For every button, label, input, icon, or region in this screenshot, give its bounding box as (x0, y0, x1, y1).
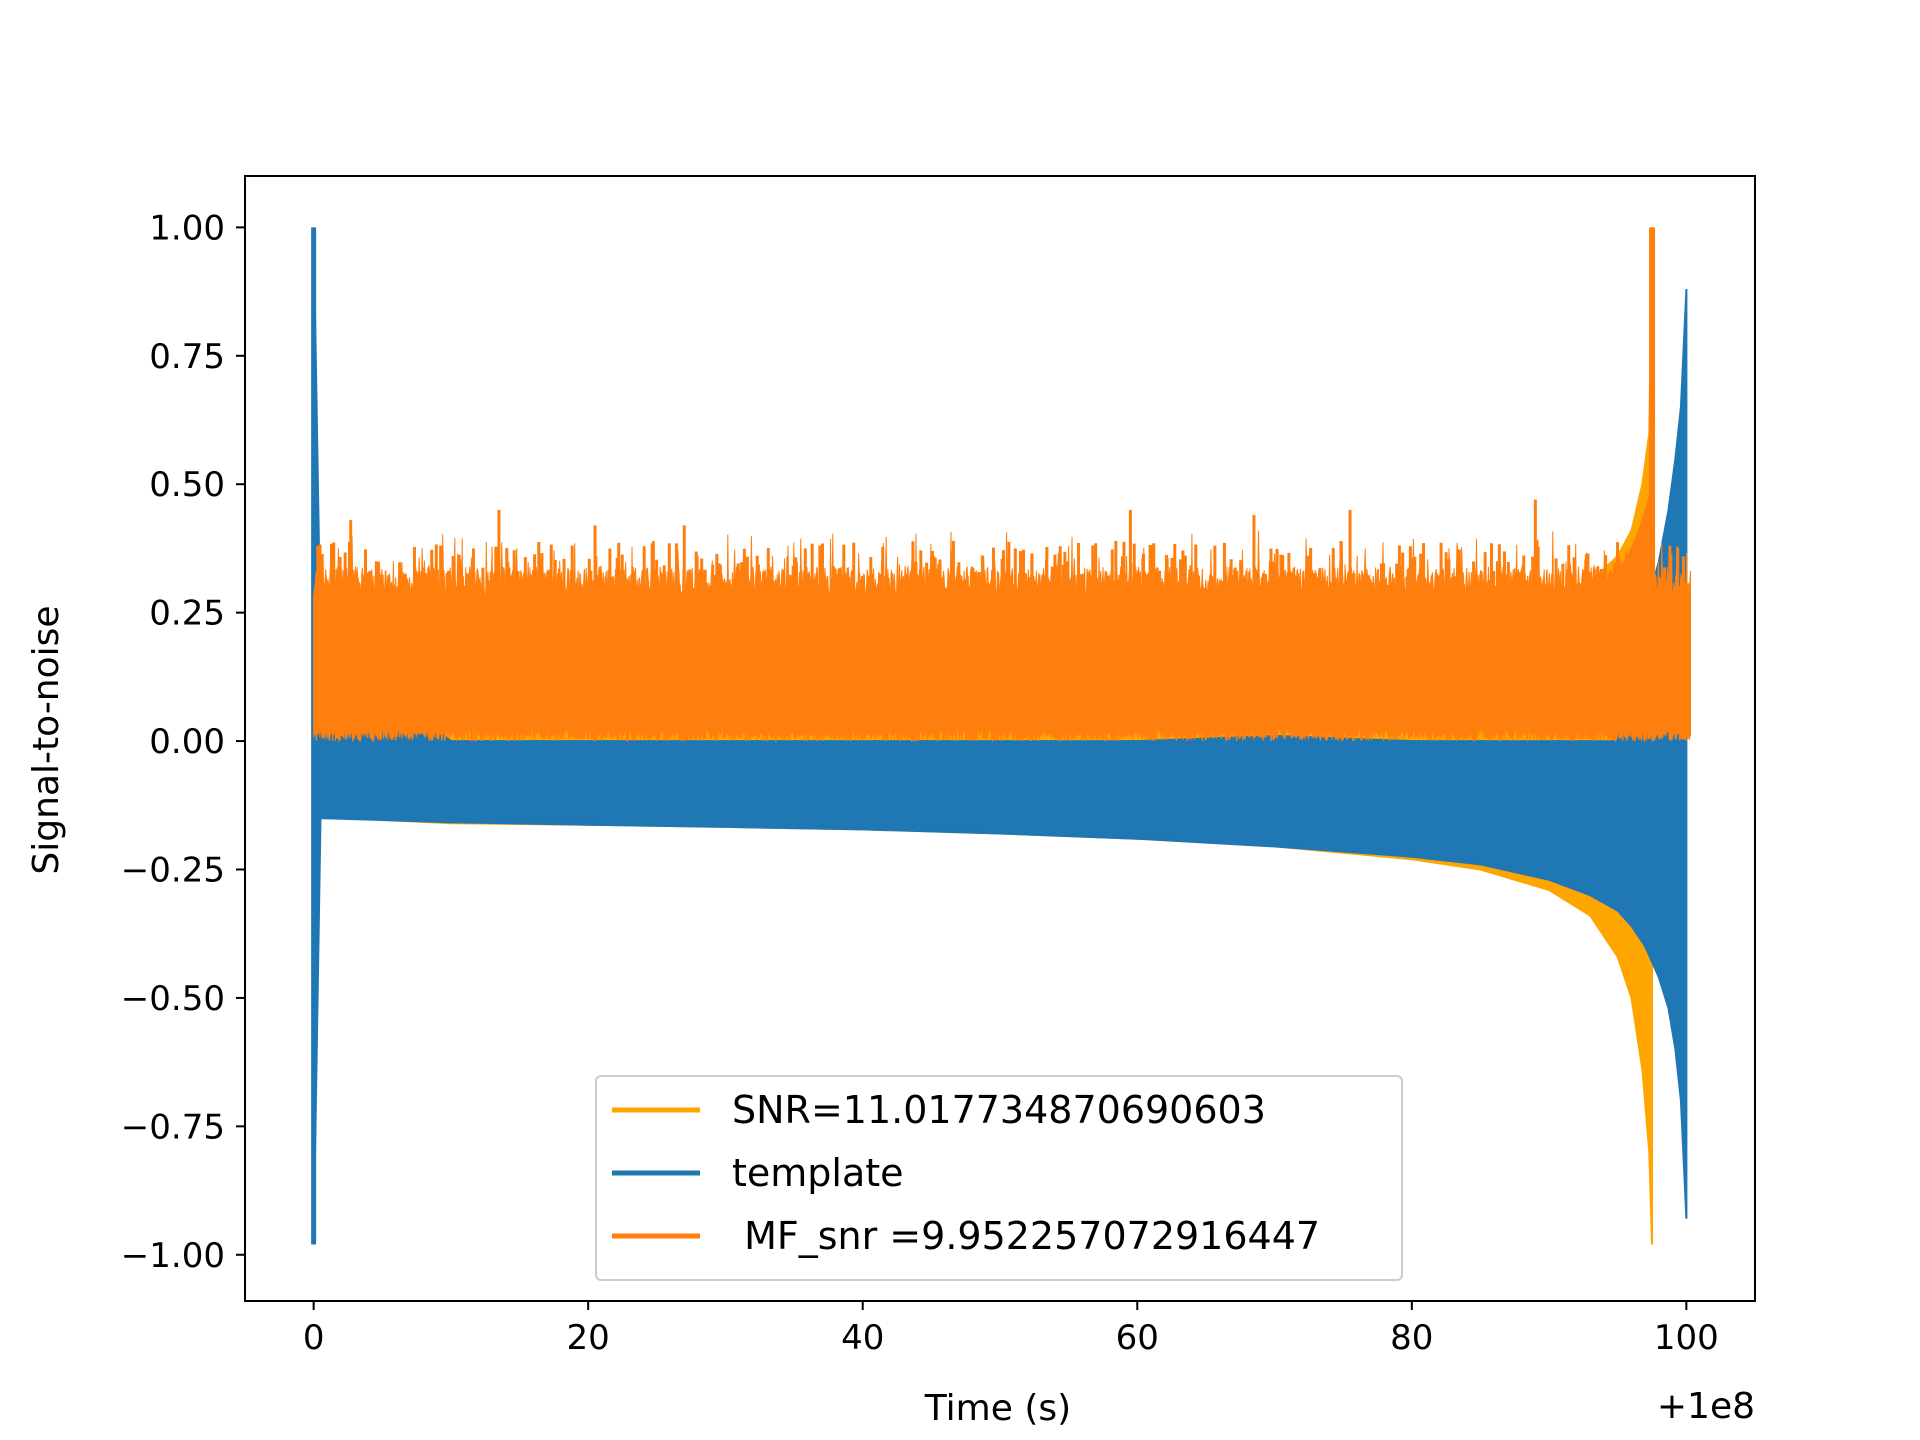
y-tick-label: −0.75 (121, 1107, 225, 1147)
axes-frame (244, 175, 1756, 1302)
legend-label-mf-snr: MF_snr =9.952257072916447 (732, 1214, 1320, 1258)
x-tick-label: 80 (1390, 1318, 1433, 1358)
y-tick-label: 0.75 (149, 337, 225, 377)
x-tick-label: 20 (567, 1318, 610, 1358)
y-tick-label: −1.00 (121, 1236, 225, 1276)
y-tick-label: 1.00 (149, 208, 225, 248)
y-axis-label: Signal-to-noise (26, 605, 67, 874)
x-tick-label: 40 (841, 1318, 884, 1358)
y-tick-label: 0.25 (149, 594, 225, 634)
legend: SNR=11.017734870690603 template MF_snr =… (595, 1075, 1403, 1281)
legend-label-template: template (732, 1151, 904, 1195)
y-axis: 1.00 0.75 0.50 0.25 0.00 −0.25 −0.50 −0.75 −1.00 (121, 208, 245, 1276)
x-tick-label: 60 (1116, 1318, 1159, 1358)
x-axis-label: Time (s) (924, 1388, 1071, 1429)
x-axis-offset-label: +1e8 (1657, 1386, 1755, 1427)
plot-area (311, 227, 1691, 1245)
legend-box (595, 1075, 1403, 1281)
y-tick-label: 0.00 (149, 722, 225, 762)
x-tick-label: 100 (1654, 1318, 1719, 1358)
y-tick-label: −0.25 (121, 850, 225, 890)
legend-label-snr: SNR=11.017734870690603 (732, 1088, 1266, 1132)
y-tick-label: 0.50 (149, 465, 225, 505)
series-template (312, 227, 1688, 1245)
x-tick-label: 0 (303, 1318, 325, 1358)
y-tick-label: −0.50 (121, 979, 225, 1019)
x-axis: 0 20 40 60 80 100 (303, 1301, 1719, 1358)
